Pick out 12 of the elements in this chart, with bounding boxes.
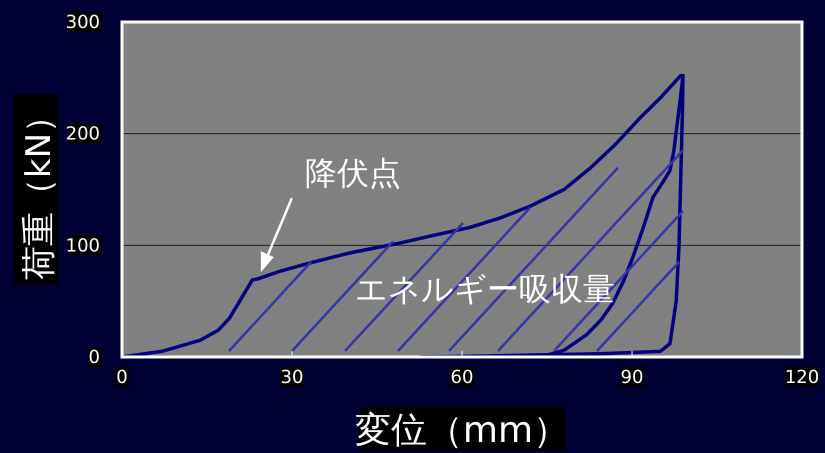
y-tick-label: 200 (66, 124, 100, 145)
y-tick-label: 100 (66, 235, 100, 256)
y-axis-title: 荷重（kN） (19, 98, 59, 280)
x-tick-label: 120 (784, 367, 820, 388)
x-axis-title: 変位（mm） (354, 410, 570, 451)
y-tick-label: 300 (66, 12, 100, 33)
annotation: 降伏点 (304, 154, 401, 192)
x-tick-label: 0 (116, 367, 128, 388)
y-tick-label: 0 (88, 347, 100, 368)
x-tick-label: 30 (280, 367, 304, 388)
x-tick-label: 60 (450, 367, 474, 388)
x-tick-label: 90 (620, 367, 644, 388)
